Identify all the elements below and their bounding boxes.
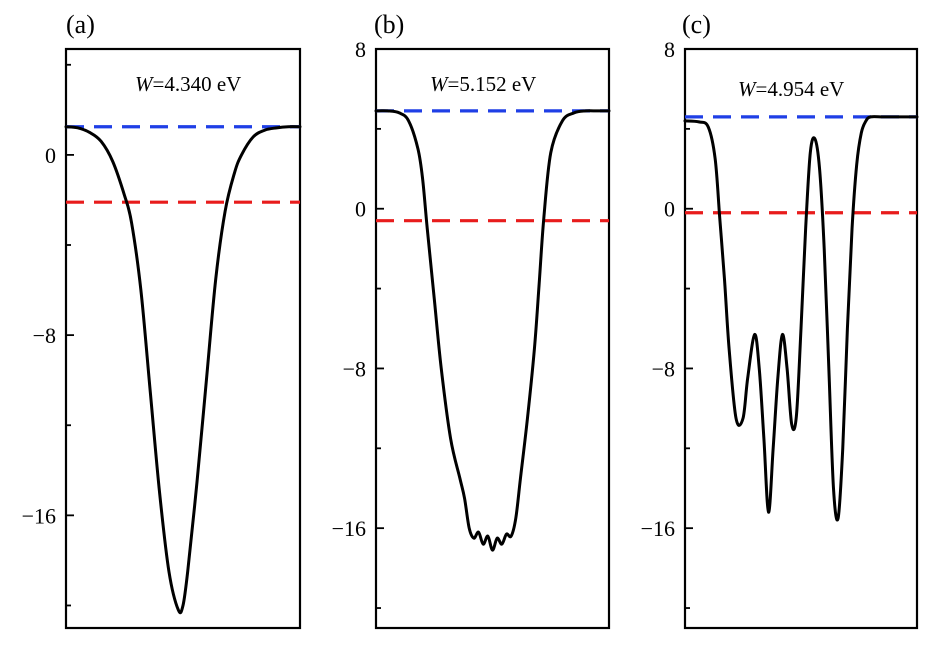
potential-curve	[64, 125, 302, 615]
work-function-label: W=5.152 eV	[430, 72, 536, 96]
panel-1: 0 −8 −16 (a) W=4.340 eV	[22, 10, 302, 630]
y-tick-label: 8	[355, 37, 366, 62]
work-function-value: =4.340 eV	[153, 72, 242, 96]
work-function-symbol: W	[430, 72, 450, 96]
y-tick-label: 0	[664, 197, 675, 222]
plot-frame	[374, 47, 611, 630]
y-tick-label: 0	[45, 143, 56, 168]
potential-curve	[683, 115, 919, 522]
work-function-symbol: W	[135, 72, 155, 96]
panel-label: (c)	[682, 10, 711, 39]
work-function-value: =5.152 eV	[448, 72, 537, 96]
potential-curve	[374, 109, 611, 552]
y-tick-label: −16	[22, 503, 56, 528]
work-function-value: =4.954 eV	[756, 77, 845, 101]
y-tick-label: −8	[33, 323, 56, 348]
y-tick-label: 8	[664, 37, 675, 62]
panel-label: (a)	[66, 10, 95, 39]
work-function-label: W=4.954 eV	[738, 77, 844, 101]
panel-2: 8 0 −8 −16 (b) W=5.152 eV	[332, 10, 611, 630]
panel-label: (b)	[374, 10, 404, 39]
y-tick-label: 0	[355, 197, 366, 222]
y-tick-label: −8	[343, 356, 366, 381]
work-function-label: W=4.340 eV	[135, 72, 241, 96]
y-tick-label: −16	[332, 516, 366, 541]
panel-3: 8 0 −8 −16 (c) W=4.954 eV	[641, 10, 919, 630]
y-tick-label: −16	[641, 516, 675, 541]
y-tick-label: −8	[652, 356, 675, 381]
plot-frame	[64, 47, 302, 630]
plot-frame	[683, 47, 919, 630]
work-function-symbol: W	[738, 77, 758, 101]
